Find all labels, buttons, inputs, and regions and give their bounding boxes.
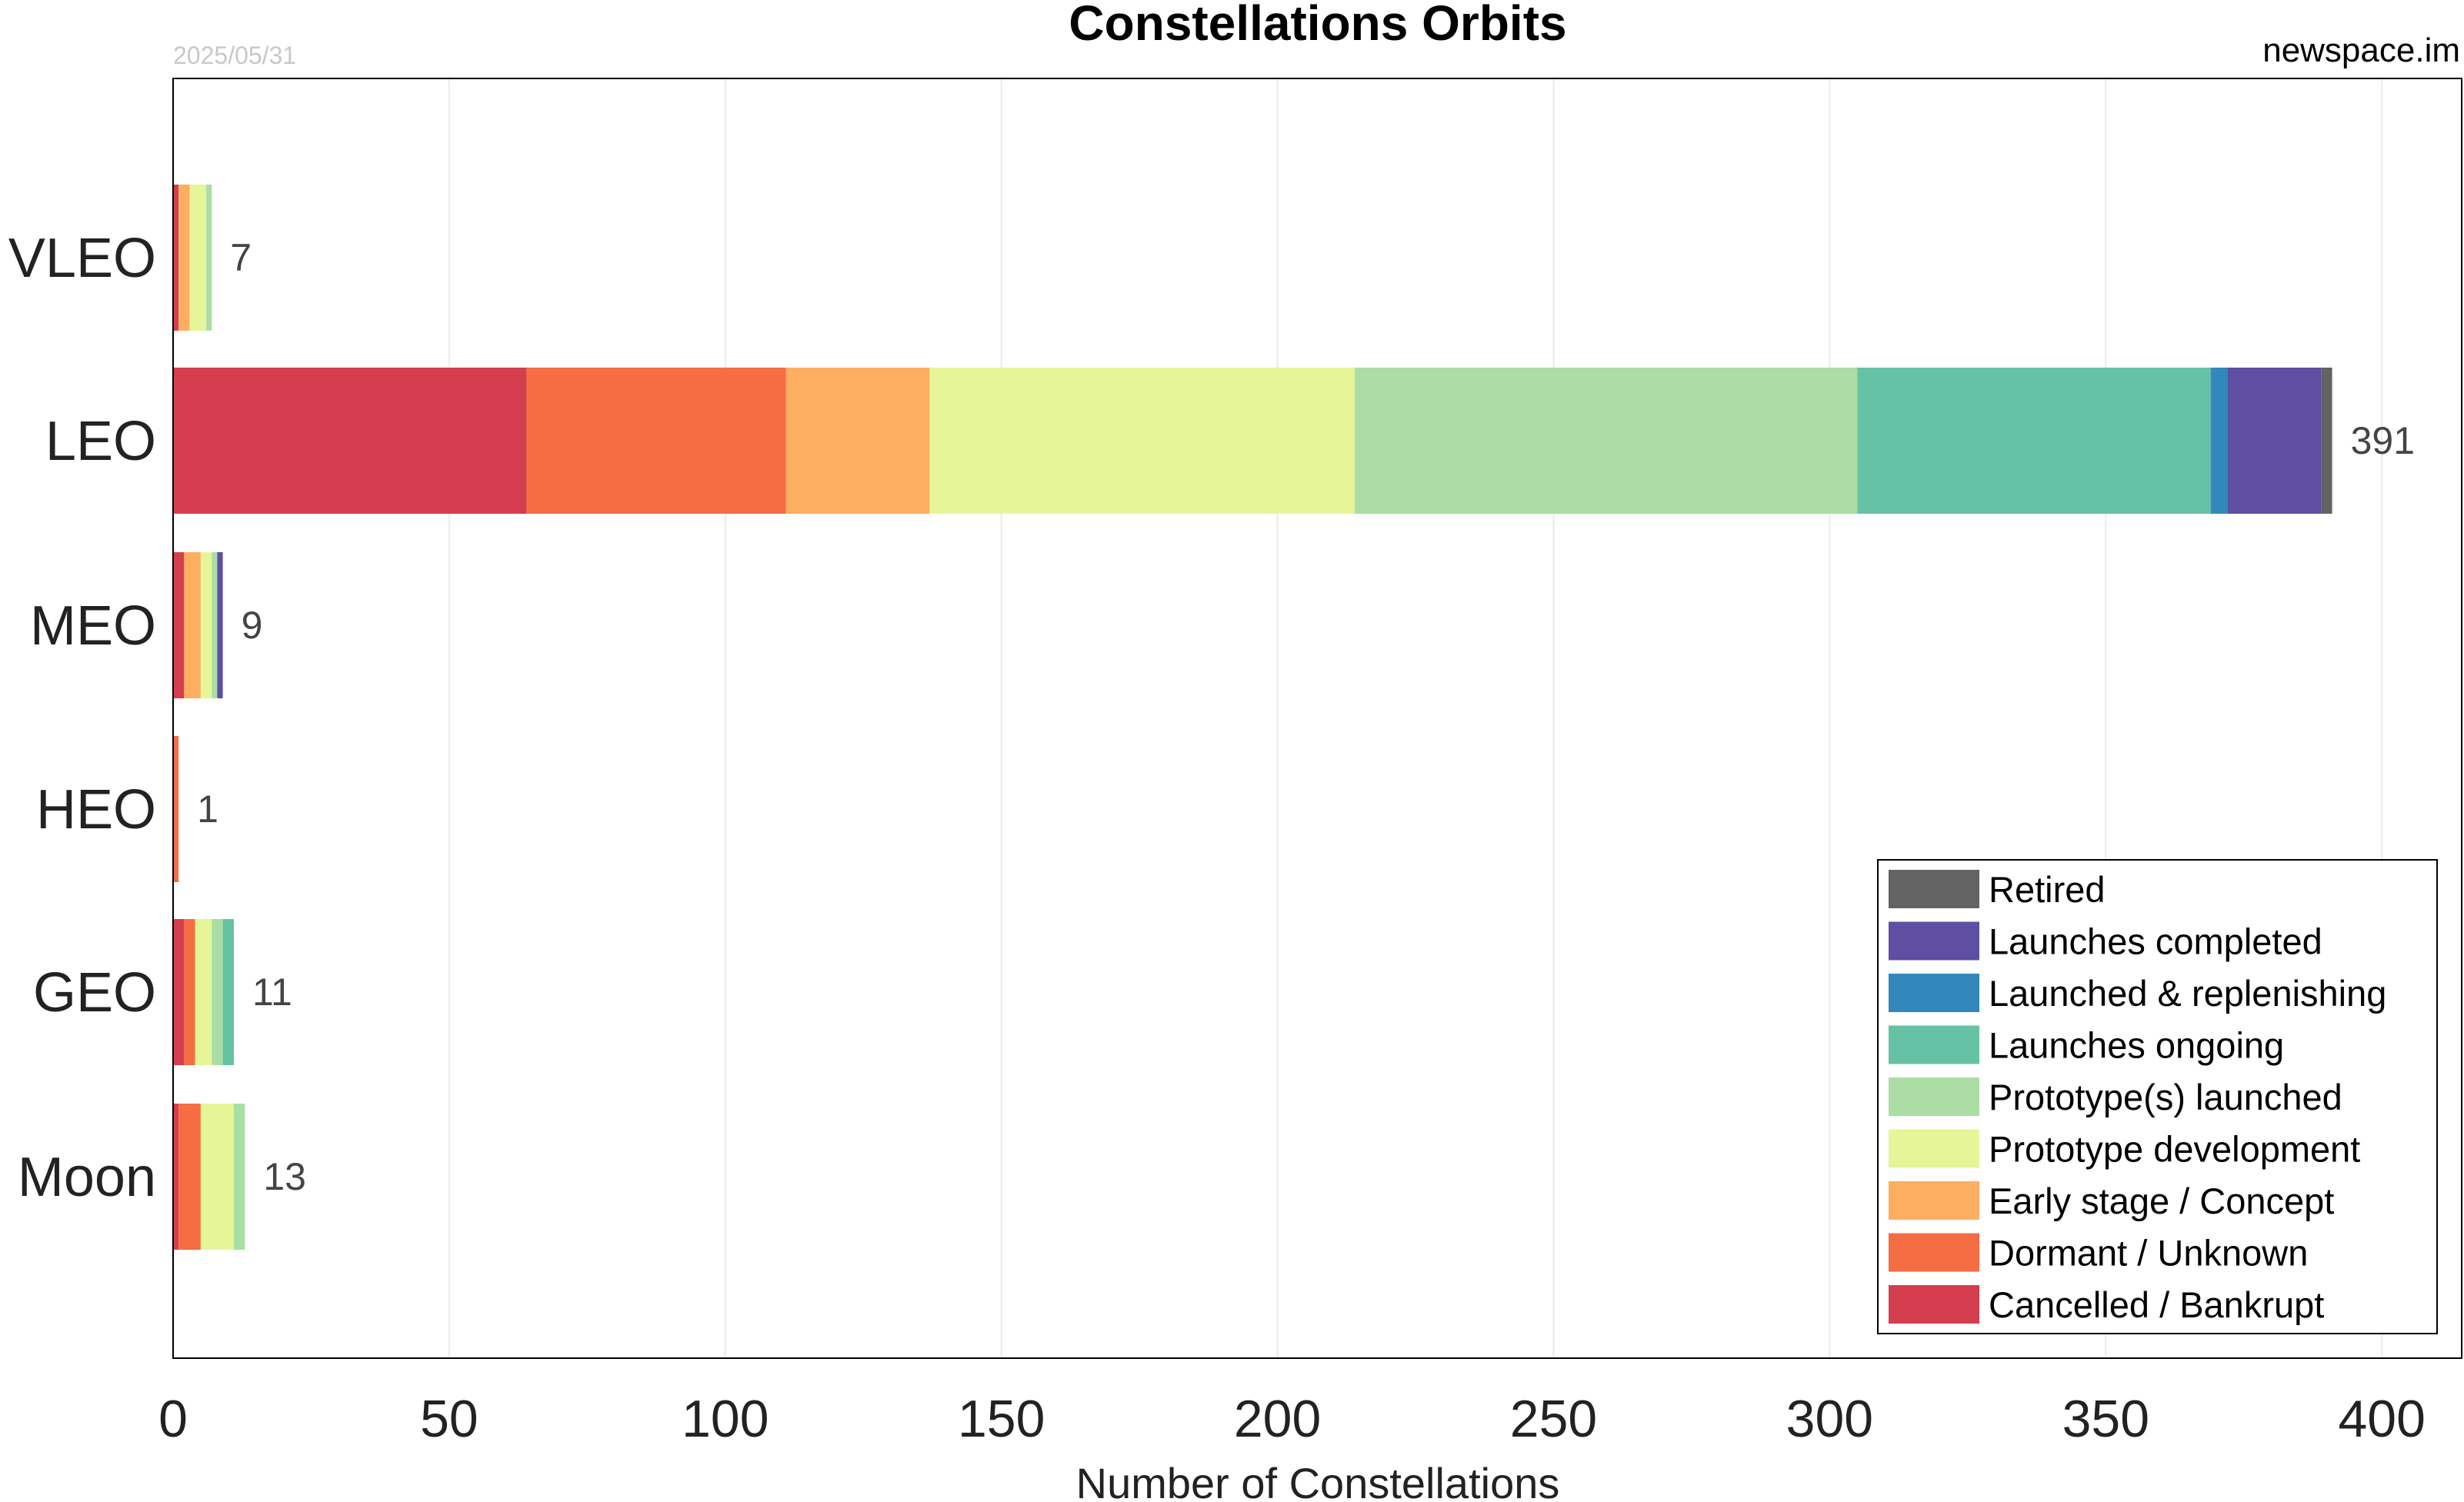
total-label-meo: 9 <box>242 604 263 647</box>
labels: 0 50 100 150 200 250 300 350 400 VLEO 7 LEO 391 MEO 9 H… <box>8 228 2426 1448</box>
total-label-heo: 1 <box>197 788 218 831</box>
y-tick-label-geo: GEO <box>33 962 156 1024</box>
legend-label-8: Retired <box>1989 869 2106 910</box>
legend-swatch-6 <box>1889 974 1979 1012</box>
bar-segment-moon-1 <box>178 1104 201 1250</box>
bar-segment-geo-5 <box>222 919 234 1065</box>
bar-segment-moon-4 <box>233 1104 245 1250</box>
legend-swatch-8 <box>1889 870 1979 908</box>
x-tick-label-350: 350 <box>2062 1390 2149 1448</box>
legend-label-6: Launched & replenishing <box>1989 973 2386 1014</box>
bar-segment-heo-1 <box>173 736 179 882</box>
bar-segment-leo-6 <box>2210 368 2228 514</box>
legend-swatch-4 <box>1889 1077 1979 1116</box>
bar-segment-vleo-0 <box>173 185 179 331</box>
y-tick-label-vleo: VLEO <box>8 228 156 289</box>
bar-segment-meo-0 <box>173 552 185 698</box>
legend-swatch-2 <box>1889 1181 1979 1220</box>
legend-label-4: Prototype(s) launched <box>1989 1077 2342 1117</box>
legend-label-7: Launches completed <box>1989 921 2322 962</box>
bar-segment-meo-3 <box>200 552 212 698</box>
x-tick-label-50: 50 <box>420 1390 478 1448</box>
bar-segment-leo-1 <box>526 368 786 514</box>
bar-segment-leo-2 <box>785 368 930 514</box>
y-tick-label-meo: MEO <box>30 595 156 657</box>
total-label-vleo: 7 <box>230 236 252 279</box>
chart-date: 2025/05/31 <box>173 42 296 69</box>
x-tick-label-250: 250 <box>1510 1390 1597 1448</box>
legend-swatch-3 <box>1889 1129 1979 1168</box>
x-tick-label-150: 150 <box>958 1390 1045 1448</box>
bar-segment-vleo-2 <box>178 185 190 331</box>
legend-label-3: Prototype development <box>1989 1129 2360 1170</box>
bar-segment-geo-3 <box>195 919 212 1065</box>
bar-segment-geo-0 <box>173 919 185 1065</box>
bar-segment-geo-1 <box>184 919 195 1065</box>
legend-label-0: Cancelled / Bankrupt <box>1989 1284 2324 1325</box>
total-label-geo: 11 <box>252 971 292 1014</box>
bar-segment-leo-5 <box>1857 368 2211 514</box>
y-tick-label-moon: Moon <box>18 1147 156 1208</box>
plot-frame <box>172 78 2462 1359</box>
bar-segment-leo-7 <box>2227 368 2322 514</box>
bar-segment-vleo-3 <box>189 185 207 331</box>
x-tick-label-0: 0 <box>158 1390 188 1448</box>
x-tick-label-300: 300 <box>1786 1390 1873 1448</box>
x-tick-label-400: 400 <box>2338 1390 2425 1448</box>
total-label-moon: 13 <box>263 1155 306 1198</box>
bar-segment-leo-3 <box>929 368 1355 514</box>
legend-label-1: Dormant / Unknown <box>1989 1233 2308 1274</box>
y-tick-label-leo: LEO <box>45 411 156 472</box>
legend-label-5: Launches ongoing <box>1989 1025 2284 1066</box>
legend: Retired Launches completed Launched & repl… <box>1877 859 2438 1334</box>
chart-title: Constellations Orbits <box>1069 0 1566 51</box>
x-tick-label-200: 200 <box>1234 1390 1321 1448</box>
legend-swatch-0 <box>1889 1285 1979 1324</box>
bar-segment-vleo-4 <box>206 185 212 331</box>
legend-swatch-7 <box>1889 921 1979 961</box>
grid-lines <box>448 78 2383 1358</box>
bar-segment-moon-3 <box>200 1104 234 1250</box>
x-axis-label: Number of Constellations <box>1076 1459 1560 1502</box>
bar-segment-moon-0 <box>173 1104 179 1250</box>
y-tick-label-heo: HEO <box>36 779 156 841</box>
legend-swatch-5 <box>1889 1025 1979 1064</box>
bar-segment-leo-8 <box>2321 368 2332 514</box>
bar-segment-meo-4 <box>212 552 218 698</box>
bar-segment-meo-7 <box>217 552 223 698</box>
bar-segment-leo-4 <box>1355 368 1858 514</box>
bars <box>173 185 2332 1250</box>
total-label-leo: 391 <box>2351 419 2415 462</box>
bar-segment-leo-0 <box>173 368 527 514</box>
bar-segment-meo-2 <box>184 552 201 698</box>
x-tick-label-100: 100 <box>682 1390 769 1448</box>
chart-source: newspace.im <box>2262 32 2460 69</box>
legend-swatch-1 <box>1889 1233 1979 1272</box>
legend-label-2: Early stage / Concept <box>1989 1181 2334 1221</box>
bar-segment-geo-4 <box>212 919 223 1065</box>
